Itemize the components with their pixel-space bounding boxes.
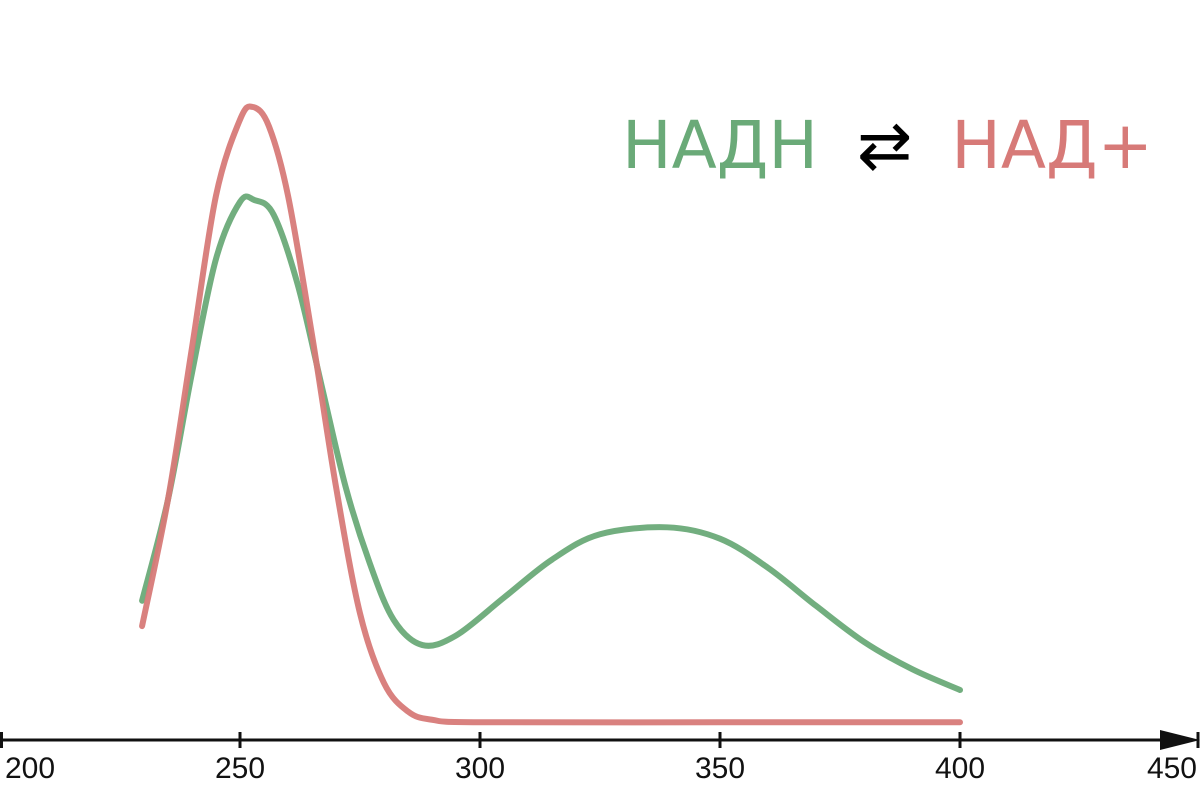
series-line-1 bbox=[139, 103, 963, 726]
title-nadh: НАДН bbox=[622, 107, 818, 184]
x-tick-label: 200 bbox=[5, 752, 55, 785]
series-line-0 bbox=[139, 193, 963, 693]
x-tick-label: 450 bbox=[1147, 752, 1197, 785]
x-tick-label: 300 bbox=[455, 752, 505, 785]
x-tick-label: 250 bbox=[215, 752, 265, 785]
x-tick-label: 400 bbox=[935, 752, 985, 785]
x-tick-label: 350 bbox=[695, 752, 745, 785]
chart-title: НАДН ⇄ НАД+ bbox=[622, 107, 1153, 184]
x-axis-arrow-icon bbox=[1160, 730, 1200, 750]
title-equilibrium-arrow: ⇄ bbox=[857, 107, 912, 184]
x-axis: 200 250 300 350 400 450 bbox=[0, 730, 1200, 785]
title-nad-plus: НАД+ bbox=[951, 107, 1153, 184]
